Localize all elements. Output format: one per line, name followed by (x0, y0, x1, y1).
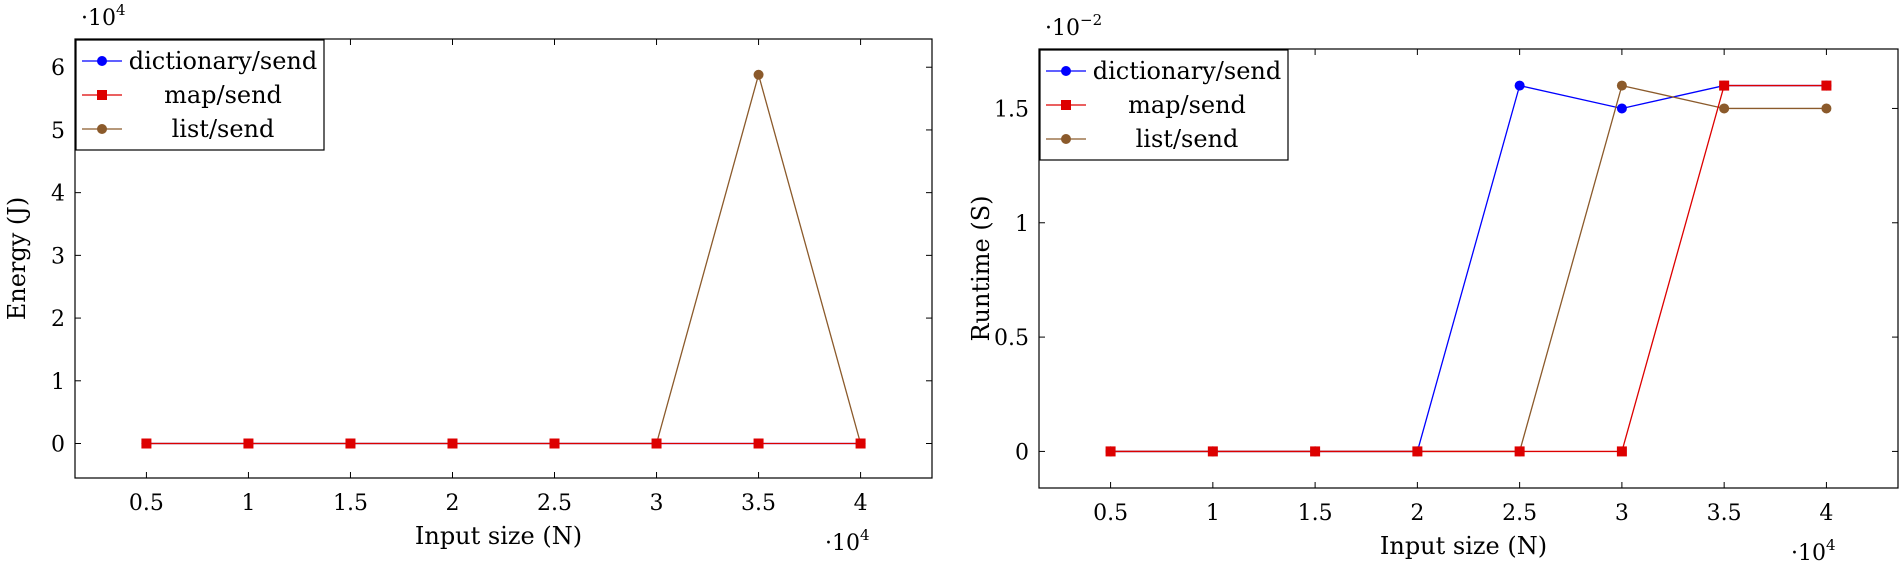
data-point-map-send (651, 438, 662, 449)
data-point-map-send (1514, 446, 1525, 457)
x-tick-label: 0.5 (1093, 501, 1128, 526)
x-scale-multiplier-base: ·10 (1791, 541, 1826, 566)
y-scale-multiplier: ·10−2 (1045, 11, 1102, 41)
x-scale-multiplier: ·104 (825, 526, 870, 556)
plot-frame (1038, 48, 1899, 489)
x-axis-label: Input size (N) (415, 522, 582, 550)
x-tick-label: 3 (1615, 501, 1629, 526)
legend-label: map/send (1128, 91, 1246, 119)
data-point-map-send (1821, 80, 1832, 91)
chart-2: 0.5 1 1.5 2 2.5 3 3.5 4 0 0.5 1 1.5 Input size (N) Ru… (967, 11, 1899, 566)
data-point-list-send (1616, 80, 1627, 91)
data-point-map-send (1616, 446, 1627, 457)
y-tick-label: 0 (51, 433, 65, 458)
x-tick-label: 2.5 (1502, 501, 1537, 526)
data-point-map-send (243, 438, 254, 449)
plot-frame (74, 38, 933, 479)
x-tick-label: 2 (1410, 501, 1424, 526)
legend-marker (97, 124, 107, 134)
data-point-map-send (1719, 80, 1730, 91)
x-tick-label: 4 (854, 491, 868, 516)
data-point-list-send (1719, 103, 1730, 114)
x-tick-label: 3 (650, 491, 664, 516)
legend-label: map/send (164, 81, 282, 109)
y-tick-label: 6 (51, 56, 65, 81)
y-axis-label: Energy (J) (3, 197, 31, 321)
legend: dictionary/send map/send list/send (75, 39, 325, 151)
y-tick-label: 1.5 (994, 97, 1029, 122)
x-tick-label: 3.5 (741, 491, 776, 516)
y-scale-multiplier: ·104 (81, 1, 126, 31)
y-tick-label: 4 (51, 182, 65, 207)
y-tick-label: 5 (51, 119, 65, 144)
legend-label: list/send (172, 115, 275, 143)
x-axis-label: Input size (N) (1380, 532, 1547, 560)
legend: dictionary/send map/send list/send (1039, 49, 1289, 161)
data-point-map-send (1105, 446, 1116, 457)
y-scale-multiplier-base: ·10 (1045, 16, 1080, 41)
data-point-map-send (549, 438, 560, 449)
x-tick-label: 2.5 (537, 491, 572, 516)
data-point-map-send (1207, 446, 1218, 457)
x-scale-multiplier-exponent: 4 (860, 526, 870, 544)
y-tick-label: 2 (51, 307, 65, 332)
y-tick-label: 0.5 (994, 326, 1029, 351)
data-point-dictionary-send (1514, 80, 1525, 91)
data-point-dictionary-send (1616, 103, 1627, 114)
x-tick-label: 4 (1819, 501, 1833, 526)
x-tick-label: 2 (445, 491, 459, 516)
y-scale-multiplier-base: ·10 (81, 6, 116, 31)
legend-marker (97, 90, 107, 100)
data-point-map-send (447, 438, 458, 449)
legend-marker (97, 56, 107, 66)
x-tick-label: 1 (241, 491, 255, 516)
chart-1: 0.5 1 1.5 2 2.5 3 3.5 4 0 1 2 3 4 5 6 Input size (N) Ene… (3, 1, 933, 556)
x-scale-multiplier-base: ·10 (825, 531, 860, 556)
data-point-map-send (1412, 446, 1423, 457)
x-tick-label: 3.5 (1707, 501, 1742, 526)
y-tick-label: 3 (51, 244, 65, 269)
data-point-list-send (753, 69, 764, 80)
legend-marker (1061, 134, 1071, 144)
x-tick-label: 1.5 (333, 491, 368, 516)
data-point-map-send (345, 438, 356, 449)
legend-marker (1061, 66, 1071, 76)
y-tick-label: 1 (51, 370, 65, 395)
data-point-map-send (753, 438, 764, 449)
x-tick-label: 0.5 (129, 491, 164, 516)
data-point-map-send (141, 438, 152, 449)
legend-label: dictionary/send (1093, 57, 1281, 85)
data-point-map-send (1310, 446, 1321, 457)
data-point-list-send (1821, 103, 1832, 114)
y-axis-label: Runtime (S) (967, 195, 995, 341)
series-line-map-send (1110, 84, 1827, 453)
legend-marker (1061, 100, 1071, 110)
data-point-map-send (855, 438, 866, 449)
legend-label: dictionary/send (129, 47, 317, 75)
y-scale-multiplier-exponent: −2 (1080, 11, 1102, 29)
y-scale-multiplier-exponent: 4 (116, 1, 126, 19)
y-tick-label: 1 (1015, 212, 1029, 237)
x-tick-label: 1 (1206, 501, 1220, 526)
legend-label: list/send (1136, 125, 1239, 153)
x-scale-multiplier: ·104 (1791, 536, 1836, 566)
x-tick-label: 1.5 (1298, 501, 1333, 526)
y-tick-label: 0 (1015, 440, 1029, 465)
x-scale-multiplier-exponent: 4 (1826, 536, 1836, 554)
